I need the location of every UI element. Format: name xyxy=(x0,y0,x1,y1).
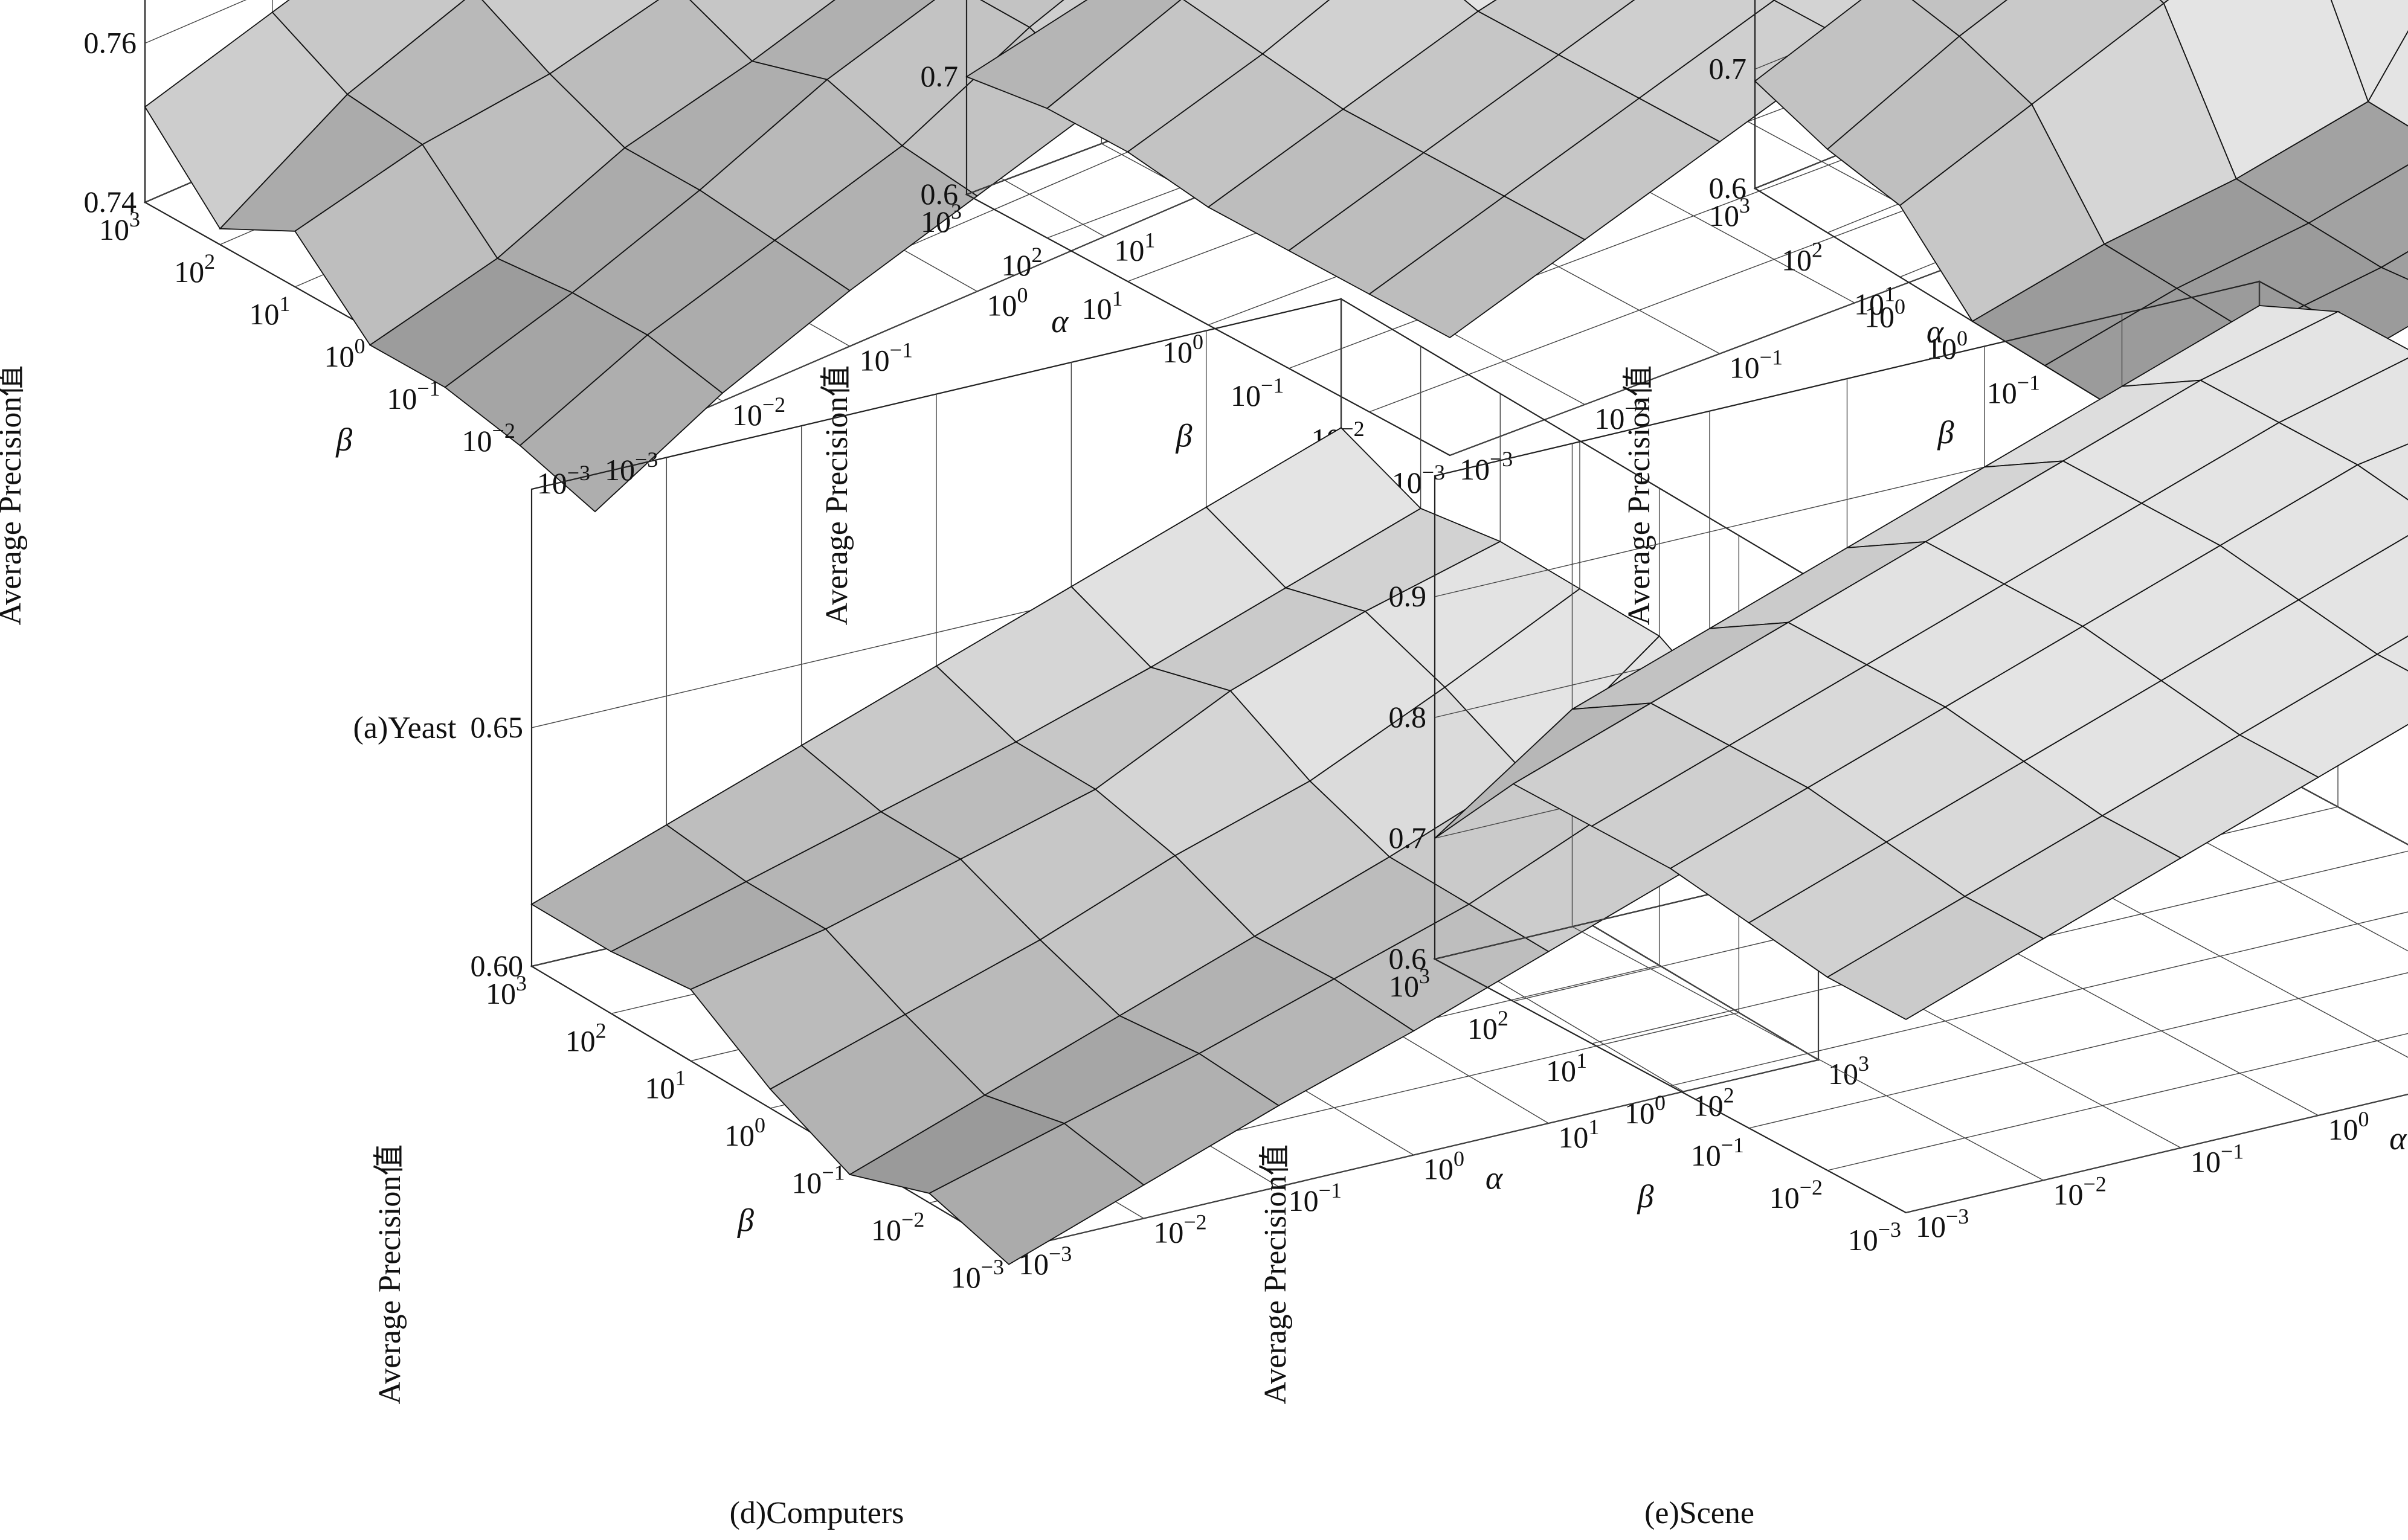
y-tick-label: 100 xyxy=(1864,295,1905,334)
y-tick-label: 10−2 xyxy=(1153,1210,1206,1250)
y-tick-label: 10−1 xyxy=(860,338,913,377)
x-tick-label: 101 xyxy=(1854,282,1895,321)
x-tick-label: 10−2 xyxy=(871,1208,924,1247)
y-tick-label: 10−3 xyxy=(605,448,658,487)
x-tick-label: 103 xyxy=(1389,964,1430,1003)
y-tick-label: 100 xyxy=(987,283,1028,322)
y-tick-label: 101 xyxy=(1114,228,1155,268)
x-axis-label: β xyxy=(1176,418,1193,454)
x-tick-label: 101 xyxy=(1546,1048,1587,1088)
x-tick-label: 102 xyxy=(1467,1006,1508,1045)
x-tick-label: 101 xyxy=(645,1066,686,1105)
surface-patch xyxy=(1826,896,2045,1021)
y-axis-label: α xyxy=(2389,1120,2407,1157)
grid-line xyxy=(1522,0,1990,252)
surface xyxy=(1754,0,2408,455)
x-tick-label: 101 xyxy=(1082,286,1123,326)
surface-patch xyxy=(2356,443,2408,501)
z-tick-label: 0.74 xyxy=(84,185,137,219)
x-axis-label: β xyxy=(335,422,352,458)
y-tick-label: 10−3 xyxy=(1916,1204,1969,1243)
y-tick-label: 10−2 xyxy=(1594,396,1647,435)
surface-patch xyxy=(2376,635,2408,672)
panel-caption: (e)Scene xyxy=(1644,1496,1754,1530)
panel-caption: (d)Computers xyxy=(730,1496,904,1530)
y-tick-label: 10−2 xyxy=(732,393,785,432)
y-tick-label: 103 xyxy=(1828,1051,1869,1091)
y-axis-label: α xyxy=(1051,303,1069,339)
x-tick-label: 102 xyxy=(565,1018,607,1057)
x-tick-label: 10−2 xyxy=(1769,1175,1823,1214)
z-tick-label: 0.6 xyxy=(1389,942,1427,975)
x-tick-label: 100 xyxy=(1927,326,1968,365)
panel-caption: (a)Yeast xyxy=(353,711,457,745)
x-tick-label: 103 xyxy=(1709,193,1750,233)
x-tick-label: 101 xyxy=(249,292,290,331)
x-tick-label: 10−1 xyxy=(791,1160,845,1199)
x-tick-label: 10−1 xyxy=(1987,370,2040,409)
y-tick-label: 10−1 xyxy=(1730,345,1783,385)
x-axis-label: β xyxy=(737,1202,754,1239)
x-tick-label: 10−1 xyxy=(387,376,440,415)
z-axis-label: Average Precision值 xyxy=(0,365,28,626)
x-tick-label: 102 xyxy=(1782,237,1823,277)
y-axis-label: α xyxy=(1486,1160,1504,1196)
x-tick-label: 10−3 xyxy=(537,461,590,500)
x-tick-label: 103 xyxy=(486,971,527,1010)
surface-patch xyxy=(1368,195,1586,339)
z-tick-label: 0.7 xyxy=(1389,821,1427,855)
surface-patch xyxy=(519,334,724,513)
x-tick-label: 103 xyxy=(99,207,140,246)
y-tick-label: 10−1 xyxy=(1289,1178,1342,1218)
surface xyxy=(1434,305,2408,1021)
x-tick-label: 10−3 xyxy=(951,1255,1004,1294)
panel-health: 10310210110010−110−210−310−310−210−11001… xyxy=(1622,0,2408,745)
x-tick-label: 10−1 xyxy=(1231,373,1284,412)
x-tick-label: 102 xyxy=(1001,243,1042,282)
x-tick-label: 10−2 xyxy=(462,419,515,458)
y-tick-label: 102 xyxy=(1693,1083,1734,1123)
z-tick-label: 0.8 xyxy=(1389,700,1427,734)
y-tick-label: 10−1 xyxy=(2191,1140,2244,1179)
y-tick-label: 101 xyxy=(1558,1115,1599,1154)
z-tick-label: 0.6 xyxy=(921,177,959,211)
y-tick-label: 10−3 xyxy=(1460,447,1513,486)
z-tick-label: 0.7 xyxy=(921,59,959,93)
surface-patch xyxy=(2380,251,2408,280)
z-axis-label: Average Precision值 xyxy=(1258,1144,1293,1405)
z-axis-label: Average Precision值 xyxy=(820,365,854,626)
surface-patch xyxy=(965,0,1182,109)
surface-patch xyxy=(1463,0,1497,12)
surface-patch xyxy=(2367,30,2408,127)
x-axis-label: β xyxy=(1637,1178,1654,1214)
z-tick-label: 0.7 xyxy=(1709,52,1747,86)
tick-labels: 103 102 101 100 10−1 10−2 10−3 10−3 10−2 10−1 100 1… xyxy=(471,710,1870,1294)
panel-scene: 10310210110010−110−210−310−310−210−11001… xyxy=(1258,280,2408,1530)
y-tick-label: 10−3 xyxy=(1019,1242,1072,1281)
y-axis-label: α xyxy=(1927,313,1945,350)
z-tick-label: 0.65 xyxy=(471,710,524,744)
y-tick-label: 100 xyxy=(1423,1147,1464,1186)
y-tick-label: 10−2 xyxy=(2053,1172,2107,1211)
x-tick-label: 10−3 xyxy=(1848,1218,1901,1257)
surface xyxy=(965,0,1925,339)
tick-labels: 103 102 101 100 10−1 10−2 10−3 10−3 10−2 10−1 100 1… xyxy=(1389,579,2369,1257)
x-tick-label: 103 xyxy=(921,199,962,239)
x-tick-label: 10−1 xyxy=(1691,1133,1744,1172)
surface-patch xyxy=(928,1123,1145,1265)
z-axis-label: Average Precision值 xyxy=(373,1144,407,1405)
y-tick-label: 100 xyxy=(2328,1107,2369,1146)
z-tick-label: 0.9 xyxy=(1389,579,1427,613)
x-tick-label: 100 xyxy=(724,1113,765,1152)
x-tick-label: 102 xyxy=(174,249,215,289)
x-axis-label: β xyxy=(1937,414,1954,451)
z-axis-label: Average Precision值 xyxy=(1622,365,1656,626)
z-tick-label: 0.76 xyxy=(84,26,137,60)
x-tick-label: 100 xyxy=(324,334,365,373)
x-tick-label: 100 xyxy=(1162,330,1203,369)
z-tick-label: 0.6 xyxy=(1709,171,1747,205)
x-tick-label: 100 xyxy=(1624,1091,1666,1130)
z-tick-label: 0.60 xyxy=(471,949,524,983)
